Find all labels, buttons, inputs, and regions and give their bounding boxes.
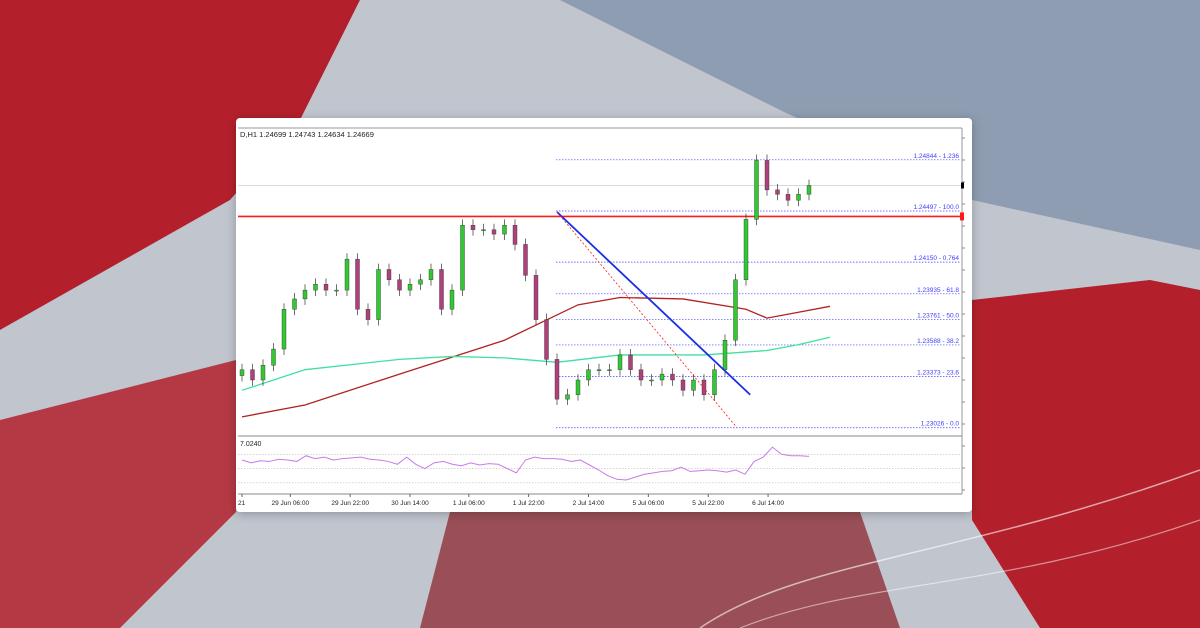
candle xyxy=(323,284,329,291)
candle xyxy=(250,369,255,381)
fib-level-label: 1.23373 - 23.6 xyxy=(917,370,959,377)
candle xyxy=(596,369,602,371)
candle xyxy=(449,289,455,310)
flag-red-bottom xyxy=(420,512,900,628)
candle xyxy=(586,369,591,381)
fib-level-label: 1.24844 - 1.236 xyxy=(913,153,959,160)
candle xyxy=(722,340,728,370)
x-tick-label: 30 Jun 14:00 xyxy=(391,500,429,507)
candle xyxy=(691,379,696,391)
candle xyxy=(502,225,507,235)
candle xyxy=(680,379,686,391)
candle xyxy=(292,298,297,310)
candle xyxy=(754,160,759,220)
candle xyxy=(649,379,654,382)
candle xyxy=(554,359,560,400)
chart-header: D,H1 1.24699 1.24743 1.24634 1.24669 xyxy=(240,130,374,139)
moving-average-fast xyxy=(241,336,831,391)
wave-line xyxy=(699,469,1200,628)
fib-diagonal-line xyxy=(556,211,737,428)
candle xyxy=(428,269,434,280)
candle xyxy=(575,379,581,395)
candle xyxy=(565,394,570,400)
candle xyxy=(764,160,770,191)
candle xyxy=(775,189,780,195)
candle xyxy=(239,369,245,376)
x-tick-label: 1 Jul 06:00 xyxy=(453,500,485,507)
candle xyxy=(439,269,444,310)
candle xyxy=(628,354,633,370)
x-tick-label: 2 Jul 14:00 xyxy=(573,500,605,507)
candle xyxy=(470,225,476,230)
candle xyxy=(659,373,665,381)
fib-level-label: 1.23935 - 61.8 xyxy=(917,287,959,294)
fib-level-label: 1.24497 - 100.0 xyxy=(913,204,959,211)
candle xyxy=(365,309,371,320)
fib-level-label: 1.23026 - 0.0 xyxy=(921,421,960,428)
moving-average-slow xyxy=(241,296,831,418)
candle xyxy=(491,229,497,235)
flag-red-lower-left xyxy=(0,360,236,628)
candle xyxy=(544,319,549,360)
candle xyxy=(796,194,801,201)
fib-level-label: 1.23761 - 50.0 xyxy=(917,312,959,319)
candle xyxy=(607,369,612,371)
candle xyxy=(334,289,339,292)
candle xyxy=(344,258,350,291)
candle xyxy=(407,284,413,291)
candle xyxy=(712,369,717,395)
candle xyxy=(523,244,528,276)
wave-line xyxy=(739,519,1200,628)
candle xyxy=(271,348,276,366)
candle xyxy=(302,289,308,300)
resistance-marker xyxy=(960,212,964,221)
candle xyxy=(460,225,465,291)
fib-level-label: 1.24150 - 0.764 xyxy=(913,255,959,262)
candle xyxy=(397,279,402,291)
fib-level-label: 1.23588 - 38.2 xyxy=(917,338,959,345)
trendline xyxy=(556,211,751,396)
x-tick-label: 29 Jun 22:00 xyxy=(331,500,369,507)
candle xyxy=(418,279,423,285)
x-tick-label: 5 Jul 22:00 xyxy=(692,500,724,507)
candle xyxy=(512,225,518,245)
candle xyxy=(313,284,318,291)
candle xyxy=(743,219,749,280)
candle xyxy=(376,269,381,320)
chart-card: D,H1 1.24699 1.24743 1.24634 1.24669 7.0… xyxy=(236,118,972,512)
candle xyxy=(355,258,360,310)
x-tick-label: 21 xyxy=(238,500,246,507)
candle xyxy=(670,373,675,381)
candle xyxy=(806,185,812,195)
candle xyxy=(733,279,738,341)
x-tick-label: 29 Jun 06:00 xyxy=(272,500,310,507)
candle xyxy=(386,269,392,280)
candle xyxy=(533,275,539,320)
x-tick-label: 6 Jul 14:00 xyxy=(752,500,784,507)
rsi-label: 7.0240 xyxy=(240,441,262,448)
candle xyxy=(481,229,486,231)
candle xyxy=(785,194,791,201)
x-tick-label: 5 Jul 06:00 xyxy=(632,500,664,507)
x-tick-label: 1 Jul 22:00 xyxy=(513,500,545,507)
candle xyxy=(281,309,287,350)
price-chart[interactable]: D,H1 1.24699 1.24743 1.24634 1.24669 7.0… xyxy=(236,118,972,512)
flag-red-right xyxy=(972,280,1200,628)
candle xyxy=(701,379,707,395)
candle xyxy=(617,354,623,370)
rsi-line xyxy=(241,446,810,481)
candle xyxy=(638,369,644,381)
current-price-marker xyxy=(961,182,964,189)
flag-red-band-left xyxy=(0,0,360,330)
candle xyxy=(260,365,266,381)
